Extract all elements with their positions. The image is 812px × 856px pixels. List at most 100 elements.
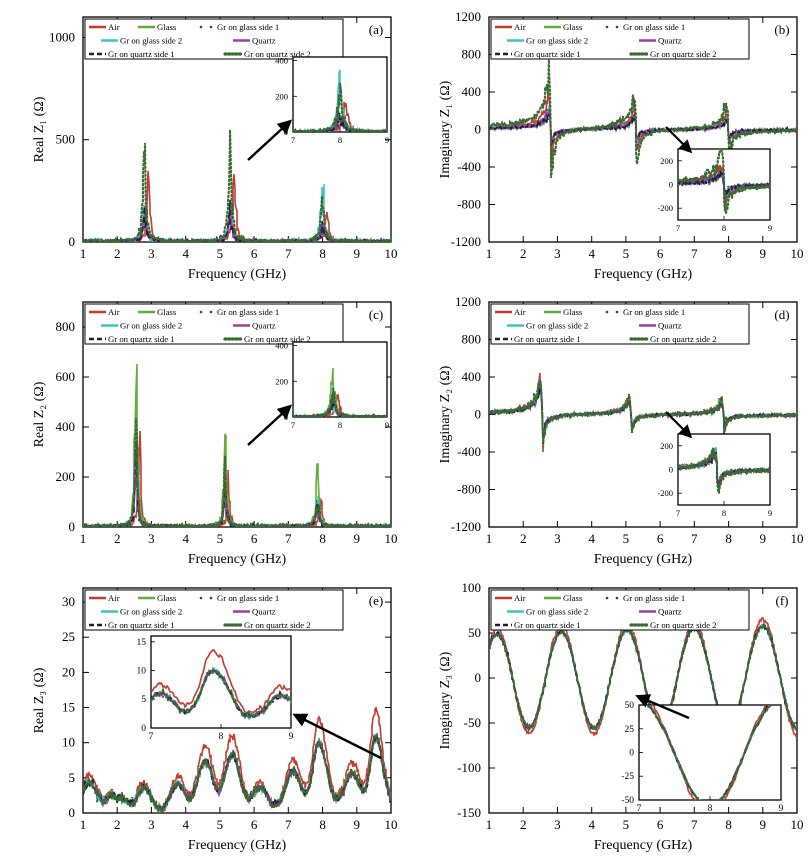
- svg-text:Gr on glass side 1: Gr on glass side 1: [217, 593, 279, 603]
- svg-text:0: 0: [475, 407, 482, 422]
- svg-text:Real Z₃ (Ω): Real Z₃ (Ω): [32, 667, 47, 733]
- svg-text:4: 4: [588, 246, 595, 261]
- svg-text:5: 5: [623, 246, 630, 261]
- svg-text:Air: Air: [514, 593, 526, 603]
- svg-text:1200: 1200: [455, 294, 481, 309]
- svg-text:Frequency (GHz): Frequency (GHz): [188, 267, 287, 282]
- svg-text:(a): (a): [369, 22, 383, 37]
- svg-text:3: 3: [148, 246, 155, 261]
- svg-text:Gr on glass side 2: Gr on glass side 2: [526, 36, 588, 46]
- svg-text:9: 9: [354, 531, 361, 546]
- svg-text:6: 6: [251, 817, 258, 832]
- svg-text:9: 9: [385, 420, 389, 430]
- svg-text:1: 1: [80, 246, 87, 261]
- svg-text:Quartz: Quartz: [252, 607, 276, 617]
- svg-text:400: 400: [275, 341, 288, 351]
- svg-text:3: 3: [148, 817, 155, 832]
- svg-text:4: 4: [588, 817, 595, 832]
- svg-text:Gr on glass side 1: Gr on glass side 1: [217, 307, 279, 317]
- svg-text:9: 9: [768, 223, 772, 233]
- svg-text:8: 8: [338, 135, 342, 145]
- svg-text:Frequency (GHz): Frequency (GHz): [594, 552, 693, 567]
- svg-text:8: 8: [722, 223, 726, 233]
- svg-text:9: 9: [354, 246, 361, 261]
- svg-text:Glass: Glass: [157, 307, 177, 317]
- svg-text:-800: -800: [457, 197, 481, 212]
- svg-text:2: 2: [520, 531, 527, 546]
- svg-text:6: 6: [657, 817, 664, 832]
- svg-text:1200: 1200: [455, 9, 481, 24]
- svg-text:7: 7: [291, 135, 295, 145]
- svg-text:Quartz: Quartz: [658, 607, 682, 617]
- svg-text:Gr on glass side 2: Gr on glass side 2: [120, 36, 182, 46]
- svg-text:-150: -150: [457, 805, 481, 820]
- svg-text:8: 8: [725, 246, 732, 261]
- svg-text:200: 200: [660, 156, 673, 166]
- svg-text:Real Z₂ (Ω): Real Z₂ (Ω): [32, 381, 47, 447]
- svg-text:9: 9: [289, 732, 294, 742]
- svg-text:Gr on quartz side 1: Gr on quartz side 1: [514, 620, 581, 630]
- svg-text:9: 9: [760, 817, 767, 832]
- svg-text:25: 25: [62, 629, 75, 644]
- svg-text:1000: 1000: [49, 30, 75, 45]
- svg-text:Gr on quartz side 2: Gr on quartz side 2: [650, 49, 717, 59]
- svg-text:Gr on quartz side 1: Gr on quartz side 1: [514, 49, 581, 59]
- svg-text:1: 1: [80, 817, 87, 832]
- svg-text:Quartz: Quartz: [252, 36, 276, 46]
- svg-text:5: 5: [217, 817, 224, 832]
- svg-text:-1200: -1200: [451, 234, 481, 249]
- svg-text:Imaginary Z₁ (Ω): Imaginary Z₁ (Ω): [438, 80, 453, 178]
- svg-text:6: 6: [657, 246, 664, 261]
- svg-text:5: 5: [69, 770, 76, 785]
- svg-text:Gr on glass side 1: Gr on glass side 1: [217, 22, 279, 32]
- svg-text:1: 1: [486, 531, 493, 546]
- svg-text:0: 0: [284, 127, 288, 137]
- svg-text:3: 3: [554, 531, 561, 546]
- svg-text:10: 10: [62, 735, 75, 750]
- svg-text:-100: -100: [457, 760, 481, 775]
- svg-text:Gr on glass side 1: Gr on glass side 1: [623, 307, 685, 317]
- svg-text:7: 7: [285, 531, 292, 546]
- svg-text:Air: Air: [108, 22, 120, 32]
- svg-text:7: 7: [691, 817, 698, 832]
- svg-text:9: 9: [760, 246, 767, 261]
- svg-text:Real Z₁ (Ω): Real Z₁ (Ω): [32, 96, 47, 162]
- svg-text:4: 4: [182, 817, 189, 832]
- svg-text:0: 0: [284, 412, 288, 422]
- svg-text:400: 400: [56, 419, 76, 434]
- svg-text:10: 10: [791, 531, 804, 546]
- svg-text:Gr on glass side 2: Gr on glass side 2: [120, 607, 182, 617]
- svg-text:5: 5: [141, 695, 146, 705]
- svg-text:0: 0: [475, 122, 482, 137]
- svg-text:6: 6: [251, 531, 258, 546]
- svg-text:8: 8: [319, 531, 326, 546]
- svg-text:-50: -50: [464, 715, 481, 730]
- svg-text:-400: -400: [457, 159, 481, 174]
- svg-text:50: 50: [625, 701, 635, 711]
- svg-text:Gr on glass side 1: Gr on glass side 1: [623, 22, 685, 32]
- svg-text:9: 9: [760, 531, 767, 546]
- svg-text:(b): (b): [774, 22, 789, 37]
- svg-text:Gr on quartz side 1: Gr on quartz side 1: [108, 620, 175, 630]
- svg-text:9: 9: [354, 817, 361, 832]
- svg-text:2: 2: [520, 246, 527, 261]
- svg-text:9: 9: [768, 508, 772, 518]
- svg-text:10: 10: [137, 667, 147, 677]
- svg-text:8: 8: [319, 246, 326, 261]
- svg-text:Gr on quartz side 1: Gr on quartz side 1: [514, 334, 581, 344]
- svg-text:30: 30: [62, 594, 75, 609]
- svg-text:2: 2: [520, 817, 527, 832]
- svg-text:7: 7: [285, 817, 292, 832]
- svg-text:Gr on quartz side 2: Gr on quartz side 2: [650, 620, 717, 630]
- svg-text:7: 7: [691, 531, 698, 546]
- svg-text:Gr on quartz side 1: Gr on quartz side 1: [108, 334, 175, 344]
- svg-text:10: 10: [791, 817, 804, 832]
- svg-text:8: 8: [722, 508, 726, 518]
- svg-text:15: 15: [137, 638, 147, 648]
- svg-text:Quartz: Quartz: [252, 321, 276, 331]
- svg-text:-400: -400: [457, 444, 481, 459]
- svg-text:8: 8: [219, 732, 224, 742]
- svg-text:200: 200: [275, 376, 288, 386]
- svg-text:7: 7: [291, 420, 295, 430]
- svg-text:200: 200: [56, 469, 76, 484]
